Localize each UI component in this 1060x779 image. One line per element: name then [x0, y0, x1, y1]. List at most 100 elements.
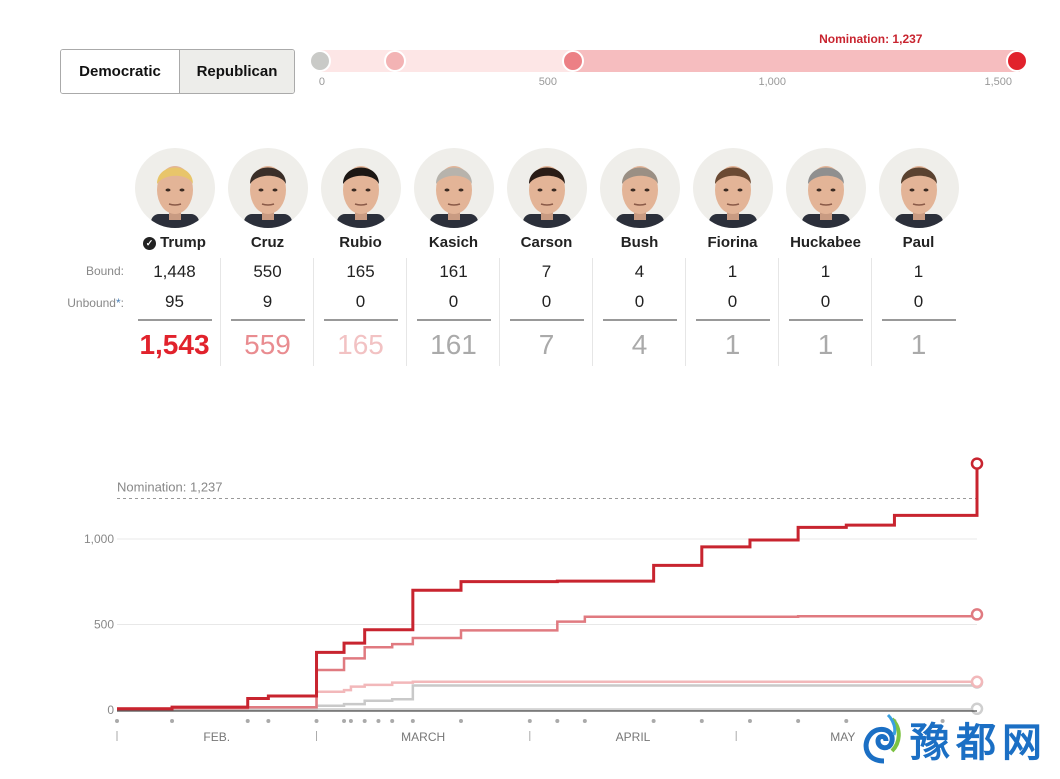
democratic-button[interactable]: Democratic: [61, 50, 180, 93]
delegate-count-chart: 0 500 1,000 Nomination: 1,237 FEB. MARCH APRIL…: [84, 457, 984, 744]
candidate-name: Cruz: [221, 234, 314, 251]
candidate-name-text: Rubio: [339, 234, 382, 251]
candidate-cruz[interactable]: Cruz: [221, 148, 314, 251]
series-line-cruz: [117, 614, 979, 710]
checkmark-icon: ✓: [143, 237, 157, 250]
bound-count: 550: [253, 262, 282, 281]
candidate-portrait: [692, 148, 773, 228]
portrait-illustration-icon: [894, 166, 943, 228]
y-tick-label: 1,000: [84, 532, 114, 546]
total-count: 1: [724, 329, 741, 360]
series-endpoint-cruz[interactable]: [970, 608, 984, 621]
slider-dot-cruz[interactable]: [561, 50, 584, 72]
bound-count: 7: [541, 262, 552, 281]
unbound-count: 0: [820, 292, 831, 311]
contest-day-marker[interactable]: [348, 719, 353, 723]
unbound-count: 0: [355, 292, 366, 311]
candidate-name-text: Huckabee: [790, 234, 861, 251]
sum-divider: [602, 319, 677, 321]
candidate-carson[interactable]: Carson: [500, 148, 593, 251]
candidate-trump[interactable]: ✓ Trump: [128, 148, 221, 251]
candidate-portrait: [878, 148, 959, 228]
unbound-label-colon: :: [120, 296, 124, 310]
candidate-rubio[interactable]: Rubio: [314, 148, 407, 251]
contest-day-marker[interactable]: [245, 719, 250, 723]
unbound-count: 95: [165, 292, 184, 311]
slider-dot-kasich[interactable]: [309, 50, 331, 72]
portrait-illustration-icon: [615, 166, 664, 228]
bound-count: 161: [439, 262, 468, 281]
bound-count: 1,448: [153, 262, 196, 281]
contest-day-marker[interactable]: [314, 719, 319, 723]
unbound-count: 0: [634, 292, 645, 311]
contest-day-marker[interactable]: [527, 719, 532, 723]
contest-day-marker[interactable]: [362, 719, 367, 723]
slider-dot-rubio[interactable]: [383, 50, 406, 72]
unbound-count: 0: [913, 292, 924, 311]
slider-tick-label: 1,000: [758, 76, 787, 88]
contest-day-marker[interactable]: [459, 719, 463, 723]
slider-tick-label: 0: [318, 76, 326, 88]
delegate-column: 1 0 1: [685, 258, 779, 366]
y-tick-label: 0: [107, 703, 114, 717]
delegate-column: 1,448 95 1,543: [128, 258, 221, 366]
watermark: 豫都网: [858, 706, 1058, 772]
series-endpoint-trump[interactable]: [970, 457, 984, 470]
sum-divider: [788, 319, 863, 321]
sum-divider: [137, 319, 212, 321]
contest-day-marker[interactable]: [376, 719, 381, 723]
bound-count: 1: [820, 262, 831, 281]
candidate-portrait: [413, 148, 494, 228]
contest-day-marker[interactable]: [342, 719, 347, 723]
delegate-column: 165 0 165: [313, 258, 407, 366]
watermark-swirl-icon: [863, 713, 901, 764]
republican-button[interactable]: Republican: [180, 50, 294, 93]
contest-day-marker[interactable]: [582, 719, 587, 723]
candidate-portrait: [320, 148, 401, 228]
delegate-column: 161 0 161: [406, 258, 500, 366]
sum-divider: [323, 319, 398, 321]
candidate-paul[interactable]: Paul: [872, 148, 965, 251]
sum-divider: [695, 319, 770, 321]
contest-day-marker[interactable]: [844, 719, 849, 723]
total-count: 559: [244, 329, 291, 360]
month-label: APRIL: [616, 730, 651, 744]
candidate-fiorina[interactable]: Fiorina: [686, 148, 779, 251]
unbound-row-label: Unbound*:: [67, 296, 124, 310]
party-toggle: Democratic Republican: [60, 49, 295, 94]
contest-day-marker[interactable]: [266, 719, 271, 723]
candidate-bush[interactable]: Bush: [593, 148, 686, 251]
contest-day-marker[interactable]: [699, 719, 704, 723]
series-endpoint-rubio[interactable]: [970, 675, 984, 689]
candidate-huckabee[interactable]: Huckabee: [779, 148, 872, 251]
candidate-kasich[interactable]: Kasich: [407, 148, 500, 251]
portrait-illustration-icon: [708, 166, 757, 228]
contest-day-marker[interactable]: [170, 719, 175, 723]
candidate-portrait: [599, 148, 680, 228]
candidate-name: Fiorina: [686, 234, 779, 251]
portrait-illustration-icon: [801, 166, 850, 228]
bound-count: 1: [913, 262, 924, 281]
contest-day-marker[interactable]: [940, 719, 945, 723]
contest-day-marker[interactable]: [796, 719, 801, 723]
unbound-footnote-star[interactable]: *: [115, 296, 121, 310]
slider-dot-trump[interactable]: [1006, 50, 1029, 72]
contest-day-marker[interactable]: [410, 719, 415, 723]
contest-day-marker[interactable]: [747, 719, 752, 723]
contest-day-marker[interactable]: [651, 719, 656, 723]
candidate-name-text: Fiorina: [707, 234, 758, 251]
month-label: MAY: [830, 730, 855, 744]
contest-day-marker[interactable]: [115, 719, 119, 723]
month-label: MARCH: [401, 730, 445, 744]
sum-divider: [881, 319, 956, 321]
portrait-illustration-icon: [243, 166, 292, 228]
candidate-portrait: [227, 148, 308, 228]
candidate-name: Carson: [500, 234, 593, 251]
contest-day-marker[interactable]: [390, 719, 395, 723]
candidate-name: Rubio: [314, 234, 407, 251]
month-label: FEB.: [203, 730, 230, 744]
delegate-column: 7 0 7: [499, 258, 593, 366]
slider-tick-label: 1,500: [984, 76, 1013, 88]
candidate-portrait: [785, 148, 866, 228]
contest-day-marker[interactable]: [555, 719, 560, 723]
